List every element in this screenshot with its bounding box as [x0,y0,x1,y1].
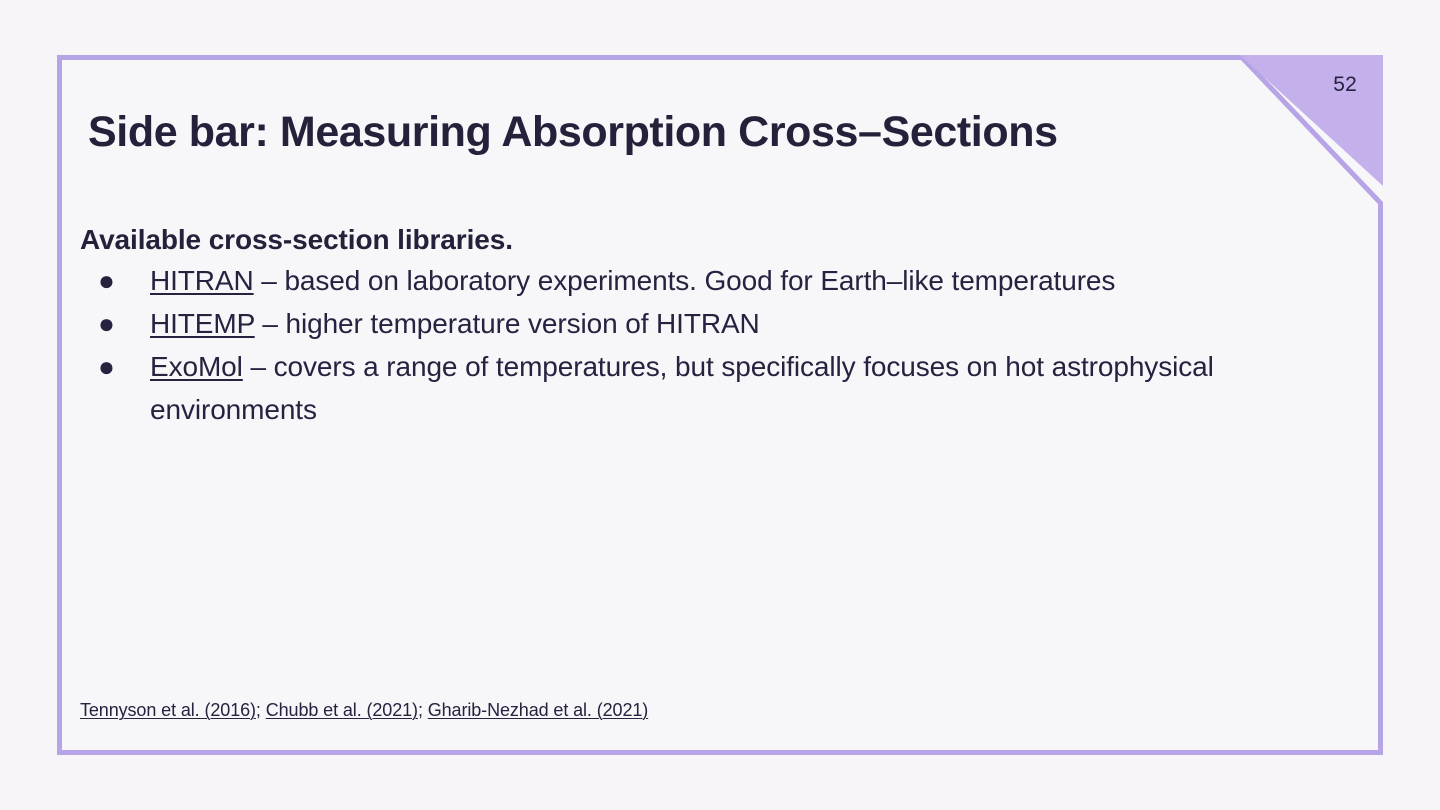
list-item-text: – higher temperature version of HITRAN [254,308,760,340]
citation-separator: ; [255,700,266,720]
slide-body: Available cross-section libraries. ● HIT… [80,224,1370,431]
citation-link-chubb[interactable]: Chubb et al. (2021) [265,700,418,720]
list-item-text: – based on laboratory experiments. Good … [253,265,1116,296]
library-bullet-list: ● HITRAN – based on laboratory experimen… [80,259,1370,431]
body-heading: Available cross-section libraries. [80,224,513,255]
list-item-text: – covers a range of temperatures, but sp… [150,351,1214,426]
citation-link-gharib-nezhad[interactable]: Gharib-Nezhad et al. (2021) [427,700,649,720]
corner-triangle-shape [1240,55,1383,186]
library-link-hitemp[interactable]: HITEMP [150,308,255,340]
list-item: ● HITEMP – higher temperature version of… [80,302,1370,345]
citation-line: Tennyson et al. (2016); Chubb et al. (20… [80,700,648,721]
list-item: ● ExoMol – covers a range of temperature… [80,345,1370,431]
page-number-corner-tab: 52 [1209,55,1383,186]
library-link-hitran[interactable]: HITRAN [150,265,254,296]
citation-link-tennyson[interactable]: Tennyson et al. (2016) [80,700,256,720]
list-item: ● HITRAN – based on laboratory experimen… [80,259,1370,302]
bullet-marker-icon: ● [98,351,115,383]
citation-separator: ; [417,700,428,720]
slide-frame [57,55,1383,755]
library-link-exomol[interactable]: ExoMol [150,351,243,383]
page-number: 52 [1333,73,1357,96]
bullet-marker-icon: ● [98,265,115,296]
page-title: Side bar: Measuring Absorption Cross–Sec… [88,108,1058,156]
bullet-marker-icon: ● [98,308,115,340]
